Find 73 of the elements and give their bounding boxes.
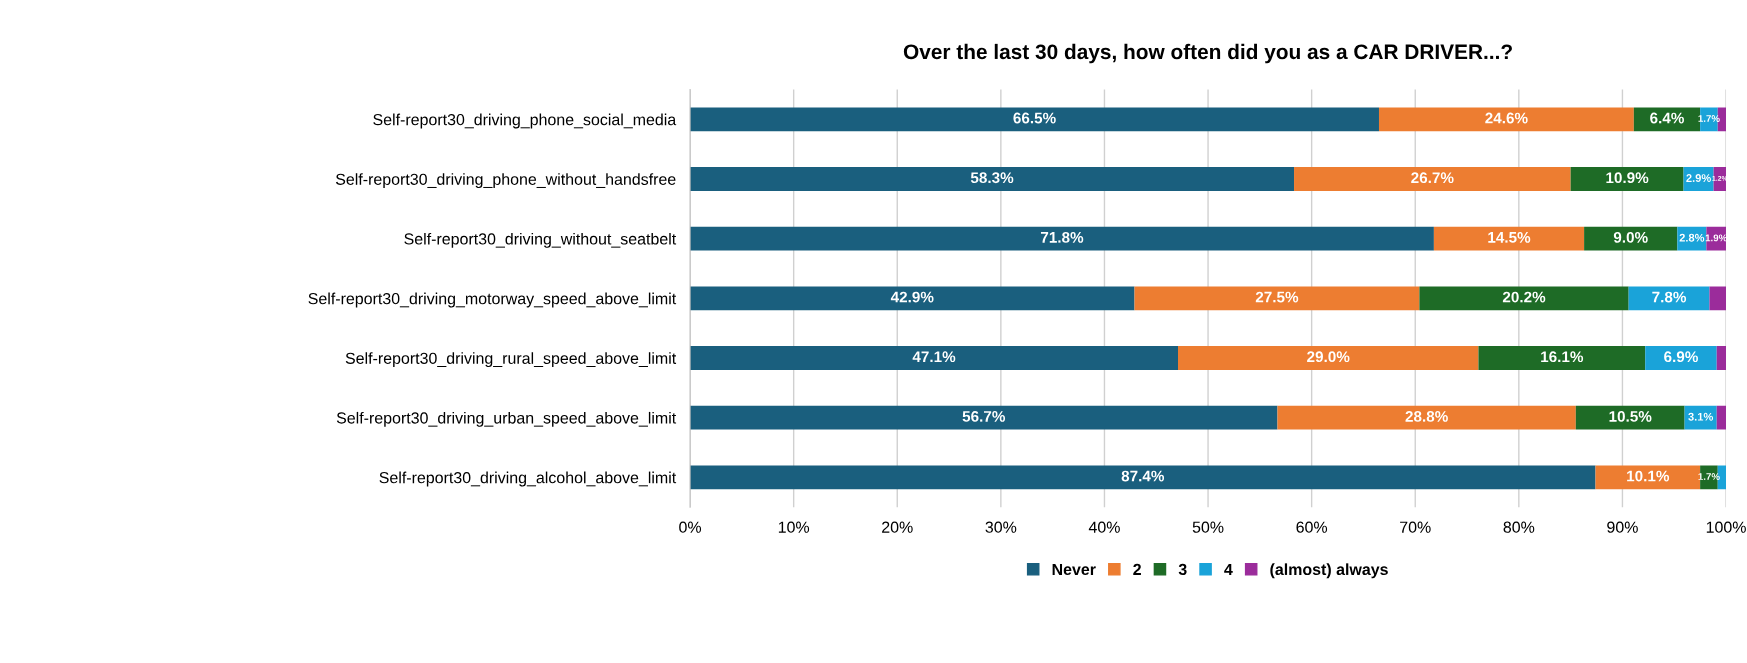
legend-label: 2 xyxy=(1133,563,1141,575)
data-label: 2.9% xyxy=(1686,174,1711,182)
data-label: 28.8% xyxy=(1405,410,1448,422)
y-tick-label: Self-report30_driving_rural_speed_above_limit xyxy=(345,352,677,368)
x-tick-label: 50% xyxy=(1192,521,1224,533)
bar xyxy=(690,465,1596,490)
data-label: 3.1% xyxy=(1688,412,1714,421)
data-label: 6.4% xyxy=(1650,112,1684,124)
legend-label: 4 xyxy=(1224,563,1233,575)
data-label: 24.6% xyxy=(1485,112,1528,124)
data-label: 56.7% xyxy=(962,410,1006,422)
x-tick-label: 60% xyxy=(1296,521,1328,533)
bar xyxy=(1294,167,1571,191)
bar xyxy=(1684,405,1717,430)
y-tick-label: Self-report30_driving_alcohol_above_limit xyxy=(379,471,677,487)
x-tick-label: 40% xyxy=(1088,521,1120,533)
data-label: 58.3% xyxy=(970,172,1014,184)
x-tick-label: 20% xyxy=(882,521,913,533)
data-label: 10.1% xyxy=(1627,470,1670,482)
data-label: 66.5% xyxy=(1013,112,1056,124)
x-tick-label: 0% xyxy=(679,521,702,533)
legend-label: (almost) always xyxy=(1270,563,1388,579)
data-label: 10.5% xyxy=(1609,410,1652,422)
bar xyxy=(1277,405,1576,430)
data-label: 2.8% xyxy=(1679,233,1705,242)
bar xyxy=(1419,286,1629,311)
x-tick-label: 100% xyxy=(1706,521,1746,533)
data-label: 14.5% xyxy=(1488,232,1531,243)
x-tick-label: 90% xyxy=(1607,521,1638,533)
bar xyxy=(1716,346,1727,370)
chart-title: Over the last 30 days, how often did you as a CAR DRIVER...? xyxy=(903,43,1512,64)
bar xyxy=(1570,167,1684,191)
bar xyxy=(690,346,1179,370)
bar xyxy=(1584,226,1678,251)
data-label: 42.9% xyxy=(890,291,934,303)
bar xyxy=(1628,286,1710,311)
data-label: 20.2% xyxy=(1502,291,1546,303)
bar xyxy=(1716,405,1727,430)
y-tick-label: Self-report30_driving_without_seatbelt xyxy=(404,232,677,248)
data-label: 71.8% xyxy=(1040,231,1084,243)
bar xyxy=(1134,286,1420,311)
x-tick-label: 70% xyxy=(1400,521,1431,533)
bar xyxy=(690,405,1278,430)
y-tick-label: Self-report30_driving_phone_social_media xyxy=(373,113,677,129)
data-label: 16.1% xyxy=(1541,351,1584,363)
x-tick-label: 30% xyxy=(985,521,1017,533)
y-tick-label: Self-report30_driving_motorway_speed_above_limit xyxy=(308,292,677,308)
bar xyxy=(1645,346,1717,370)
data-label: 6.9% xyxy=(1664,351,1698,363)
data-label: 26.7% xyxy=(1411,172,1454,184)
data-label: 29.0% xyxy=(1307,351,1350,363)
x-tick-label: 10% xyxy=(778,521,810,533)
legend-label: 3 xyxy=(1178,563,1187,576)
bar xyxy=(690,226,1434,251)
data-label: 87.4% xyxy=(1121,470,1165,482)
bar xyxy=(1433,226,1585,251)
bar xyxy=(1478,346,1646,370)
legend-label: Never xyxy=(1052,563,1096,576)
bar xyxy=(690,107,1379,132)
data-label: 10.9% xyxy=(1606,172,1649,184)
bar xyxy=(1378,107,1634,132)
y-tick-label: Self-report30_driving_phone_without_handsfree xyxy=(335,173,676,189)
bar xyxy=(690,286,1135,311)
y-tick-label: Self-report30_driving_urban_speed_above_limit xyxy=(336,411,677,427)
data-label: 9.0% xyxy=(1613,231,1648,243)
bar xyxy=(1178,346,1479,370)
x-tick-label: 80% xyxy=(1503,521,1535,533)
data-label: 7.8% xyxy=(1652,291,1687,303)
bar xyxy=(1575,405,1685,430)
data-label: 47.1% xyxy=(912,351,956,363)
bar xyxy=(1709,286,1727,311)
data-label: 27.5% xyxy=(1255,291,1299,303)
bar xyxy=(690,167,1295,191)
